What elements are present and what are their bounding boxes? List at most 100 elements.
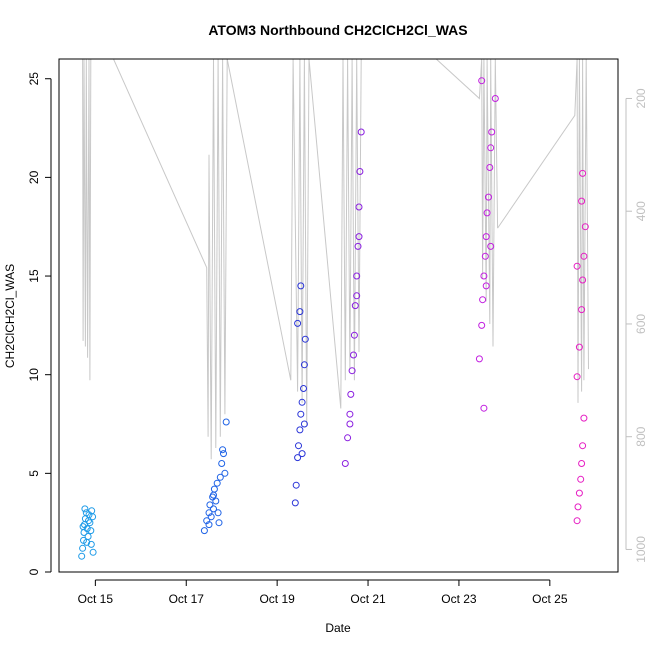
data-point [491, 95, 499, 102]
data-point [348, 367, 356, 375]
data-point [480, 404, 488, 412]
y2-tick-label: 600 [634, 314, 648, 334]
data-point [483, 209, 491, 217]
data-point [578, 197, 586, 205]
data-point [479, 296, 487, 304]
data-point [79, 544, 87, 552]
data-point [344, 434, 352, 442]
x-tick-label: Oct 17 [169, 592, 205, 606]
data-point [89, 548, 97, 556]
data-point [220, 450, 227, 458]
data-point [84, 533, 92, 540]
x-tick-label: Oct 15 [78, 592, 114, 606]
data-points-layer [78, 77, 589, 560]
data-point [213, 479, 221, 487]
data-point [353, 272, 361, 280]
data-point [214, 509, 222, 517]
x-axis: Oct 15 Oct 17 Oct 19 Oct 21 Oct 23 Oct 25 [78, 579, 568, 606]
data-point [573, 262, 581, 270]
data-point [291, 499, 299, 507]
data-point [351, 302, 359, 310]
data-point [481, 252, 489, 260]
data-point [301, 335, 309, 343]
data-point [355, 203, 363, 211]
data-point [222, 418, 230, 426]
data-point [200, 527, 208, 535]
x-tick-label: Oct 21 [350, 592, 386, 606]
data-point [210, 491, 217, 499]
plot-frame [58, 58, 619, 573]
data-point [212, 497, 220, 505]
data-point [207, 513, 215, 521]
data-point [296, 426, 304, 434]
data-point [210, 485, 218, 493]
y-axis: 0 5 10 15 20 25 [27, 72, 52, 575]
data-point [579, 276, 587, 284]
data-point [347, 390, 355, 398]
data-point [573, 517, 581, 525]
data-point [86, 519, 94, 527]
data-point [300, 420, 308, 428]
data-point [298, 398, 306, 406]
altitude-trace [497, 58, 589, 403]
data-point [356, 168, 364, 175]
x-axis-label: Date [325, 621, 351, 635]
x-tick-label: Oct 25 [532, 592, 568, 606]
data-point [292, 481, 300, 489]
data-point [575, 489, 583, 497]
data-point [203, 517, 211, 525]
data-point [579, 442, 587, 450]
data-point [478, 77, 486, 85]
data-point [221, 469, 229, 477]
y-axis-label: CH2ClCH2Cl_WAS [3, 264, 17, 368]
data-point [219, 446, 227, 454]
data-point [218, 460, 226, 467]
data-point [297, 282, 305, 290]
y-tick-label: 0 [27, 568, 41, 575]
data-point [573, 373, 581, 381]
data-point [205, 509, 213, 517]
y-tick-label: 20 [27, 170, 41, 184]
data-point [295, 442, 302, 450]
data-point [87, 527, 95, 535]
x-tick-label: Oct 23 [441, 592, 477, 606]
data-point [353, 292, 361, 300]
data-point [350, 351, 357, 359]
data-point [89, 513, 97, 521]
data-point [294, 319, 302, 327]
data-point [580, 414, 588, 422]
y-tick-label: 25 [27, 72, 41, 86]
data-point [81, 505, 89, 513]
data-point [482, 282, 490, 290]
data-point [487, 242, 495, 250]
data-point [78, 552, 86, 560]
data-point [357, 128, 365, 136]
data-point [206, 501, 214, 509]
data-point [482, 233, 490, 241]
data-point [580, 252, 588, 260]
data-point [578, 460, 586, 467]
data-point [475, 355, 483, 363]
data-point [354, 242, 362, 250]
y-tick-label: 15 [27, 269, 41, 283]
data-point [355, 233, 363, 241]
data-point [215, 519, 223, 527]
data-point [577, 475, 585, 483]
altitude-trace [77, 58, 92, 381]
data-point [486, 164, 494, 171]
data-point [485, 193, 492, 201]
altitude-line-layer [77, 58, 589, 460]
data-point [205, 521, 213, 529]
data-point [488, 128, 496, 136]
altitude-trace [308, 58, 362, 409]
data-point [581, 223, 589, 231]
data-point [87, 540, 95, 548]
data-point [574, 503, 582, 511]
x-tick-label: Oct 19 [259, 592, 295, 606]
data-point [300, 361, 308, 369]
data-point [346, 420, 354, 428]
y2-tick-label: 200 [634, 88, 648, 108]
y-tick-label: 5 [27, 470, 41, 477]
data-point [579, 169, 587, 177]
